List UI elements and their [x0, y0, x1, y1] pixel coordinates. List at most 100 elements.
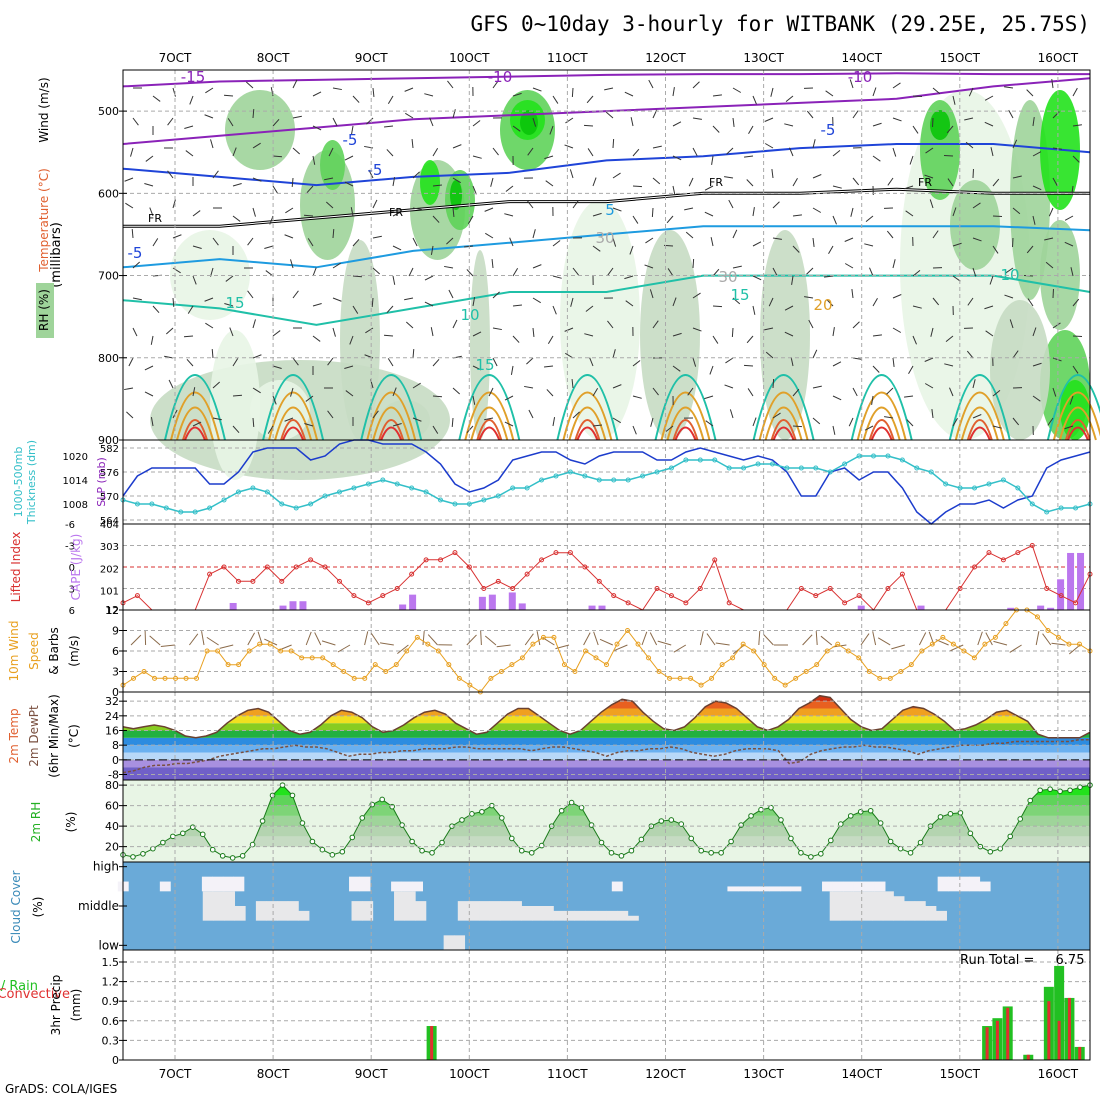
- wind-barb: [764, 143, 774, 149]
- rh-point: [459, 817, 465, 823]
- temp-band: [123, 723, 1090, 731]
- wind-barb: [672, 155, 682, 161]
- wind-barb: [132, 297, 142, 301]
- cloud-tick-label: middle: [78, 899, 119, 913]
- wind-barb: [452, 387, 461, 395]
- wind-barb: [211, 348, 214, 359]
- thickness-point: [264, 489, 270, 495]
- wind-barb: [392, 211, 402, 217]
- rh-point: [369, 801, 376, 808]
- wind-barb: [224, 303, 234, 307]
- contour-label: -15: [181, 68, 206, 86]
- wind-barb: [185, 150, 194, 157]
- wind-barb: [304, 423, 314, 427]
- li-point: [697, 586, 703, 591]
- wind-barb: [252, 177, 262, 182]
- wind-barb: [372, 235, 382, 239]
- wind-barb: [512, 92, 522, 97]
- wind-barb: [312, 267, 317, 277]
- li-point: [1073, 600, 1079, 606]
- wind-speed-point: [341, 669, 347, 674]
- x-tick-label-top: 9OCT: [355, 51, 388, 65]
- thickness-point: [423, 489, 429, 495]
- run-total-label: Run Total =: [960, 953, 1034, 968]
- wind-barb: [743, 364, 754, 367]
- li-point: [452, 550, 458, 556]
- wind-barb: [152, 305, 160, 314]
- wind-barb: [972, 267, 977, 277]
- cloud-bar: [222, 876, 234, 892]
- wind-barb: [372, 199, 378, 209]
- wind-barb: [584, 333, 594, 337]
- isotherm-arch: [574, 419, 601, 441]
- li-point: [899, 571, 905, 577]
- wind-axis-label-1: 10m Wind: [7, 621, 21, 682]
- wind-barb: [672, 121, 682, 127]
- x-tick-label-top: 13OCT: [743, 51, 784, 65]
- rh-point: [379, 796, 385, 803]
- isotherm-arch: [378, 419, 405, 441]
- wind-barb: [328, 147, 334, 157]
- isotherm-arch: [770, 419, 797, 441]
- li-point: [596, 578, 602, 584]
- wind-barb: [505, 185, 514, 192]
- rh-shading: [930, 110, 950, 140]
- wind-speed-point: [625, 628, 631, 633]
- wind-barb: [350, 207, 354, 217]
- cloud-bar: [159, 881, 171, 892]
- li-point: [972, 564, 978, 570]
- wind-speed-point: [393, 662, 399, 668]
- wind-barb: [704, 185, 714, 191]
- li-point: [683, 600, 689, 606]
- li-point: [798, 586, 804, 591]
- wind-barb: [912, 125, 919, 134]
- wind-speed-point: [719, 662, 725, 668]
- wind-barb: [791, 275, 794, 285]
- wind-barb: [564, 327, 574, 332]
- x-tick-label-top: 16OCT: [1038, 51, 1079, 65]
- wind-barb: [430, 245, 434, 255]
- wind-barb: [792, 425, 803, 428]
- wind-barb: [772, 378, 775, 389]
- wind-barb: [1052, 177, 1058, 187]
- isotherm-arch: [176, 406, 214, 441]
- rh-point: [209, 846, 216, 853]
- rh-point: [399, 822, 405, 828]
- wind-barb: [887, 177, 894, 186]
- wind-barb-10m: [219, 644, 234, 649]
- wind-barb: [332, 117, 338, 127]
- wind-barb: [709, 365, 714, 375]
- wind-barb: [184, 125, 194, 129]
- precip-convective-label: Convective: [0, 987, 70, 1002]
- wind-barb: [792, 214, 802, 217]
- wind-barb: [812, 207, 822, 213]
- wind-barb: [492, 291, 500, 299]
- wind-barb: [292, 147, 301, 155]
- precip-bar-total: [1054, 965, 1065, 1060]
- thickness-point: [250, 485, 256, 491]
- wind-speed-point: [593, 655, 599, 661]
- wind-barb: [204, 114, 214, 119]
- wind-barb: [126, 411, 134, 419]
- wind-barb: [424, 301, 434, 307]
- wind-speed-point: [740, 641, 746, 647]
- wind-barb: [732, 229, 738, 239]
- wind-barb: [544, 155, 554, 160]
- rh-point: [130, 854, 136, 860]
- li-point: [957, 586, 963, 591]
- wind-barb: [972, 379, 976, 389]
- x-tick-label-top: 12OCT: [645, 51, 686, 65]
- wind-barb: [612, 349, 616, 359]
- wind-barb: [571, 87, 574, 98]
- rh-point: [259, 818, 266, 824]
- wind-barb: [572, 267, 579, 276]
- wind-barb: [712, 305, 723, 308]
- rh-point: [957, 810, 964, 816]
- wind-speed-point: [309, 655, 315, 661]
- isotherm-arch: [380, 426, 403, 441]
- wind-barb: [510, 365, 514, 375]
- wind-speed-point: [561, 662, 567, 668]
- wind-barb: [806, 110, 814, 119]
- wind-speed-point: [751, 648, 757, 654]
- wind-speed-point: [667, 675, 673, 681]
